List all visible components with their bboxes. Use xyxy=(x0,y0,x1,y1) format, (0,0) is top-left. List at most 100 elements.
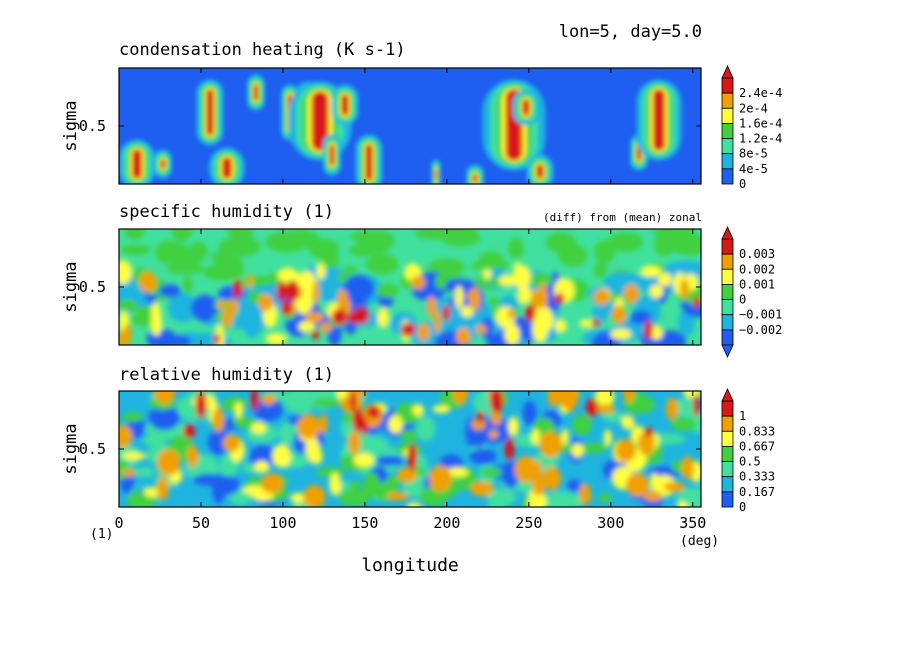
field-cell xyxy=(134,466,155,478)
heating-cell xyxy=(223,158,231,178)
field-cell xyxy=(309,238,340,259)
field-cell xyxy=(460,306,474,318)
field-cell xyxy=(525,304,536,322)
colorbar-segment xyxy=(721,77,734,94)
field-cell xyxy=(365,253,399,275)
field-cell xyxy=(507,309,515,320)
field-cell xyxy=(615,439,637,462)
field-cell xyxy=(311,330,320,340)
colorbar-label: −0.001 xyxy=(739,308,782,322)
colorbar-label: 0.001 xyxy=(739,277,775,291)
heating-cell xyxy=(654,90,664,150)
field-cell xyxy=(547,391,559,407)
field-cell xyxy=(297,414,321,439)
field-cell xyxy=(456,327,471,345)
field-cell xyxy=(119,425,133,448)
field-cell xyxy=(182,276,193,294)
field-cell xyxy=(139,271,157,293)
field-cell xyxy=(276,280,287,301)
field-cell xyxy=(602,412,628,423)
field-cell xyxy=(677,309,695,337)
heating-cell xyxy=(161,160,165,168)
field-cell xyxy=(593,404,616,414)
field-cell xyxy=(539,431,563,458)
colorbar-segment xyxy=(721,446,734,462)
field-cell xyxy=(670,417,697,432)
field-cell xyxy=(353,453,375,468)
field-cell xyxy=(150,311,163,336)
field-cell xyxy=(191,294,219,322)
field-cell xyxy=(427,258,465,277)
field-cell xyxy=(543,466,561,491)
field-cell xyxy=(251,421,267,434)
field-cell xyxy=(186,445,199,468)
field-cell xyxy=(261,473,284,494)
field-cell xyxy=(377,307,389,329)
field-cell xyxy=(124,229,145,240)
field-cell xyxy=(123,324,132,343)
field-cell xyxy=(644,320,653,340)
field-cell xyxy=(153,391,176,405)
y-axis-label: sigma xyxy=(61,261,81,312)
field-cell xyxy=(218,236,261,257)
field-cell xyxy=(311,398,343,407)
colorbar-label: 0.833 xyxy=(739,424,775,438)
colorbar-label: 0.5 xyxy=(739,455,761,469)
heating-cell xyxy=(435,170,437,180)
field-cell xyxy=(481,467,503,478)
colorbar-label: 0.333 xyxy=(739,470,775,484)
colorbar-label: 1 xyxy=(739,409,746,423)
field-cell xyxy=(316,262,326,280)
header-label: lon=5, day=5.0 xyxy=(559,22,702,42)
field-cell xyxy=(290,492,306,503)
field-cell xyxy=(488,297,501,307)
field-cell xyxy=(305,312,324,323)
field-cell xyxy=(585,398,598,417)
field-cell xyxy=(554,293,565,304)
field-cell xyxy=(246,274,253,288)
field-cell xyxy=(411,275,426,290)
field-cell xyxy=(610,328,632,340)
field-cell xyxy=(305,438,320,461)
field-cell xyxy=(347,312,361,324)
field-cell xyxy=(406,502,422,507)
field-cell xyxy=(621,415,635,430)
field-cell xyxy=(166,263,205,275)
field-cell xyxy=(415,415,436,442)
field-cell xyxy=(592,318,600,328)
field-cell xyxy=(480,317,494,340)
colorbar-label: 2e-4 xyxy=(739,101,768,115)
field-cell xyxy=(213,334,221,344)
field-cell xyxy=(640,265,662,277)
heatmap-field xyxy=(119,229,701,345)
field-cell xyxy=(433,309,441,334)
field-cell xyxy=(331,308,347,325)
field-cell xyxy=(429,465,452,492)
colorbar-segment xyxy=(721,314,734,331)
field-cell xyxy=(414,229,450,240)
field-cell xyxy=(442,304,451,322)
field-cell xyxy=(329,472,341,496)
field-cell xyxy=(608,232,644,252)
x-tick-label: 50 xyxy=(192,514,210,532)
field-cell xyxy=(342,274,375,303)
field-cell xyxy=(258,293,274,311)
y-tick-label: 0.5 xyxy=(79,278,106,296)
field-cell xyxy=(285,280,300,302)
field-cell xyxy=(475,324,487,335)
field-cell xyxy=(426,295,436,317)
field-cell xyxy=(412,404,425,417)
field-cell xyxy=(681,456,695,480)
heating-cell xyxy=(313,92,327,150)
field-cell xyxy=(253,396,284,422)
field-cell xyxy=(170,435,193,455)
x-tick-label: 250 xyxy=(515,514,542,532)
field-cell xyxy=(603,429,612,447)
colorbar-label: 0 xyxy=(739,177,746,191)
field-cell xyxy=(531,428,540,445)
field-cell xyxy=(343,265,358,275)
colorbar-segment xyxy=(721,123,734,139)
field-cell xyxy=(303,485,326,507)
field-cell xyxy=(212,407,225,433)
x-tick-marks xyxy=(118,68,694,184)
